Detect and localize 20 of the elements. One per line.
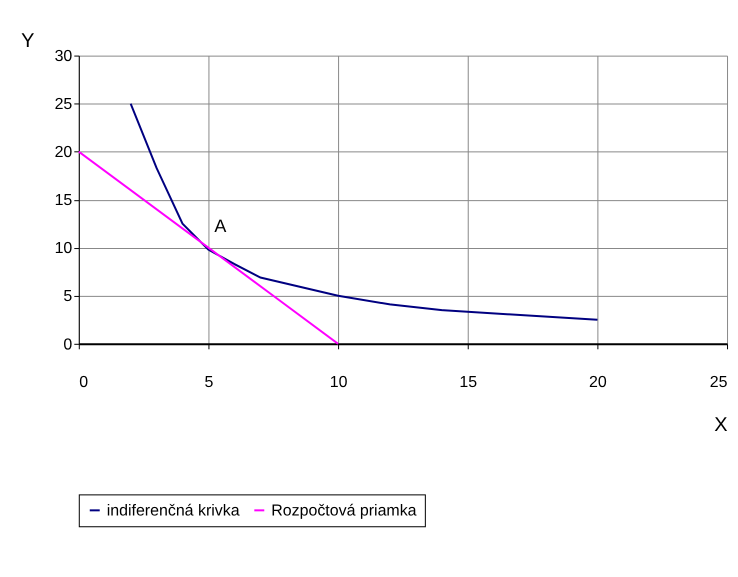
line-series <box>78 150 340 345</box>
y-axis-title: Y <box>21 30 34 52</box>
x-tick-label: 10 <box>330 374 348 392</box>
x-tick-label: 15 <box>459 374 478 392</box>
x-tick-label: 5 <box>204 374 214 392</box>
y-tick-label: 15 <box>54 192 72 210</box>
annotation: A <box>214 216 226 236</box>
line-series <box>130 102 598 321</box>
y-tick-label: 10 <box>54 240 72 258</box>
y-tick-label: 5 <box>63 288 72 306</box>
x-axis-title: X <box>714 414 728 436</box>
legend-label: indiferenčná krivka <box>106 502 240 520</box>
y-tick-label: 30 <box>54 48 72 66</box>
x-tick-label: 25 <box>710 374 728 392</box>
y-tick-label: 0 <box>63 336 72 354</box>
x-tick-label: 20 <box>589 374 607 392</box>
legend-label: Rozpočtová priamka <box>271 502 417 520</box>
x-tick-label: 0 <box>79 374 88 392</box>
y-tick-label: 25 <box>54 96 72 114</box>
y-tick-label: 20 <box>54 144 72 162</box>
